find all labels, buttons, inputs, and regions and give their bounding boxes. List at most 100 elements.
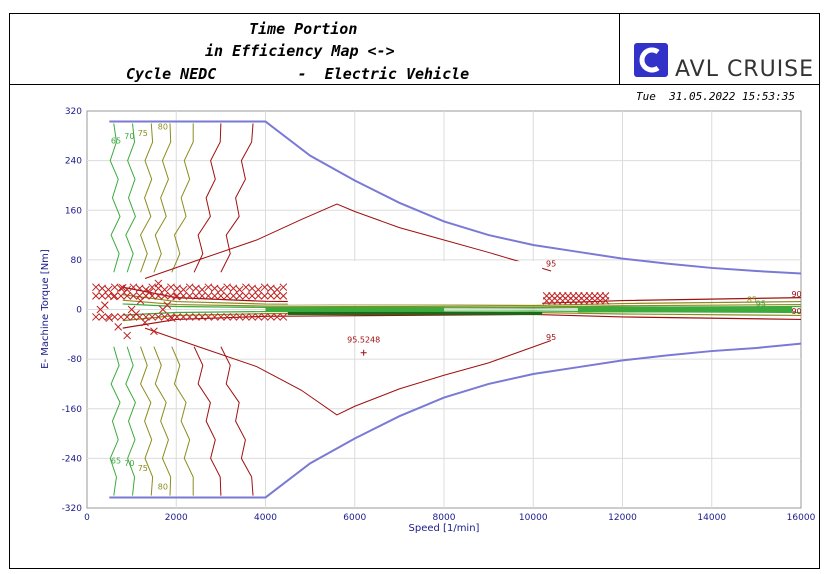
operating-point-marker xyxy=(98,284,107,293)
contour-label: 70 xyxy=(124,132,134,141)
contour-line xyxy=(171,123,194,273)
operating-point-marker xyxy=(98,313,107,321)
contour-line xyxy=(109,123,121,273)
operating-point-marker xyxy=(601,296,610,305)
operating-point-marker xyxy=(260,313,269,321)
operating-point-marker xyxy=(123,313,132,321)
operating-point-marker xyxy=(160,313,169,321)
operating-point-marker xyxy=(148,313,157,321)
operating-point-marker xyxy=(217,313,225,321)
contour-line xyxy=(193,346,222,496)
contour-line-center xyxy=(122,313,801,329)
operating-point-marker xyxy=(142,285,150,294)
title-line-1: Time Portion xyxy=(249,20,358,38)
operating-point-marker xyxy=(173,284,181,293)
operating-point-marker xyxy=(204,283,213,292)
x-tick-label: 6000 xyxy=(343,513,366,523)
contour-label: 90 xyxy=(791,290,801,299)
contour-label: 75 xyxy=(138,464,148,473)
torque-envelope xyxy=(109,120,801,499)
contour-label: 75 xyxy=(138,129,148,138)
operating-point-marker xyxy=(123,291,132,300)
operating-point-marker xyxy=(185,283,194,292)
operating-point-marker xyxy=(198,285,206,294)
operating-point-marker xyxy=(192,313,200,321)
x-tick-label: 2000 xyxy=(165,513,188,523)
title-box: Time Portion in Efficiency Map <-> Cycle… xyxy=(9,13,620,85)
x-tick-label: 12000 xyxy=(608,513,637,523)
operating-point-marker xyxy=(210,291,219,300)
operating-point-marker xyxy=(185,291,194,300)
operating-point-marker xyxy=(123,285,132,294)
operating-point-marker xyxy=(185,313,194,321)
operating-point-marker xyxy=(98,291,107,300)
operating-point-marker xyxy=(248,313,256,321)
x-tick-label: 10000 xyxy=(519,513,548,523)
operating-point-marker xyxy=(254,285,263,294)
operating-point-marker xyxy=(254,313,263,321)
operating-point-marker xyxy=(248,291,256,300)
operating-point-marker xyxy=(167,314,176,323)
contour-line-center xyxy=(122,294,801,307)
operating-point-marker xyxy=(136,296,145,305)
contour-line xyxy=(220,123,254,273)
operating-point-marker xyxy=(204,291,213,300)
timestamp: Tue 31.05.2022 15:53:35 xyxy=(636,90,795,103)
x-tick-label: 14000 xyxy=(697,513,726,523)
operating-point-marker xyxy=(229,284,238,293)
operating-point-marker xyxy=(135,284,144,293)
operating-point-marker xyxy=(150,327,158,336)
y-tick-label: 160 xyxy=(65,206,82,216)
operating-point-marker xyxy=(229,313,238,321)
report-header: Time Portion in Efficiency Map <-> Cycle… xyxy=(9,13,820,85)
operating-point-marker xyxy=(223,291,231,300)
y-tick-label: -80 xyxy=(67,355,82,365)
y-tick-label: 240 xyxy=(65,157,82,167)
contour-line xyxy=(193,123,222,273)
contour-label: 95 xyxy=(546,260,556,269)
contour-label: 85 xyxy=(747,296,757,305)
contour-label: 65 xyxy=(111,136,121,145)
operating-point-marker xyxy=(267,291,275,300)
max-efficiency-label: 95.5248 xyxy=(347,336,380,345)
operating-point-marker xyxy=(179,285,188,294)
operating-point-marker xyxy=(148,291,157,300)
operating-point-marker xyxy=(204,313,213,321)
contour-label: 80 xyxy=(158,123,168,132)
y-tick-label: -320 xyxy=(62,504,83,514)
operating-point-marker xyxy=(105,314,114,323)
y-tick-label: -240 xyxy=(62,454,83,464)
contour-line xyxy=(109,346,121,496)
title-line-3: Cycle NEDC - Electric Vehicle xyxy=(126,65,470,83)
contour-lines xyxy=(109,123,801,496)
high-efficiency-band xyxy=(577,306,793,313)
y-tick-label: 320 xyxy=(65,107,82,117)
y-tick-label: -160 xyxy=(62,405,83,415)
operating-point-marker xyxy=(154,291,163,300)
operating-point-marker xyxy=(141,318,149,327)
axis-ticks: 0 2000 4000 6000 8000 10000 12000 14000 16000 320… xyxy=(62,107,816,523)
operating-point-marker xyxy=(145,288,154,296)
contour-line xyxy=(153,123,172,273)
operating-point-marker xyxy=(273,285,281,294)
operating-point-marker xyxy=(210,313,219,321)
operating-point-marker xyxy=(100,301,109,310)
contour-line xyxy=(220,346,254,496)
contour-line-95 xyxy=(144,203,552,279)
max-efficiency-marker xyxy=(360,349,367,356)
operating-point-marker xyxy=(210,284,219,293)
operating-point-marker xyxy=(109,292,118,301)
envelope-upper xyxy=(109,120,801,275)
avl-logo-icon xyxy=(634,43,668,77)
contour-line xyxy=(140,346,154,496)
contour-line xyxy=(140,123,154,273)
x-tick-label: 16000 xyxy=(787,513,816,523)
contour-label: 95 xyxy=(546,333,556,342)
operating-point-marker xyxy=(273,313,281,321)
operating-point-marker xyxy=(192,291,200,300)
operating-point-marker xyxy=(92,283,100,292)
operating-point-marker xyxy=(229,291,238,300)
envelope-lower xyxy=(109,342,801,499)
operating-point-marker xyxy=(248,284,256,293)
operating-point-marker xyxy=(167,283,175,292)
